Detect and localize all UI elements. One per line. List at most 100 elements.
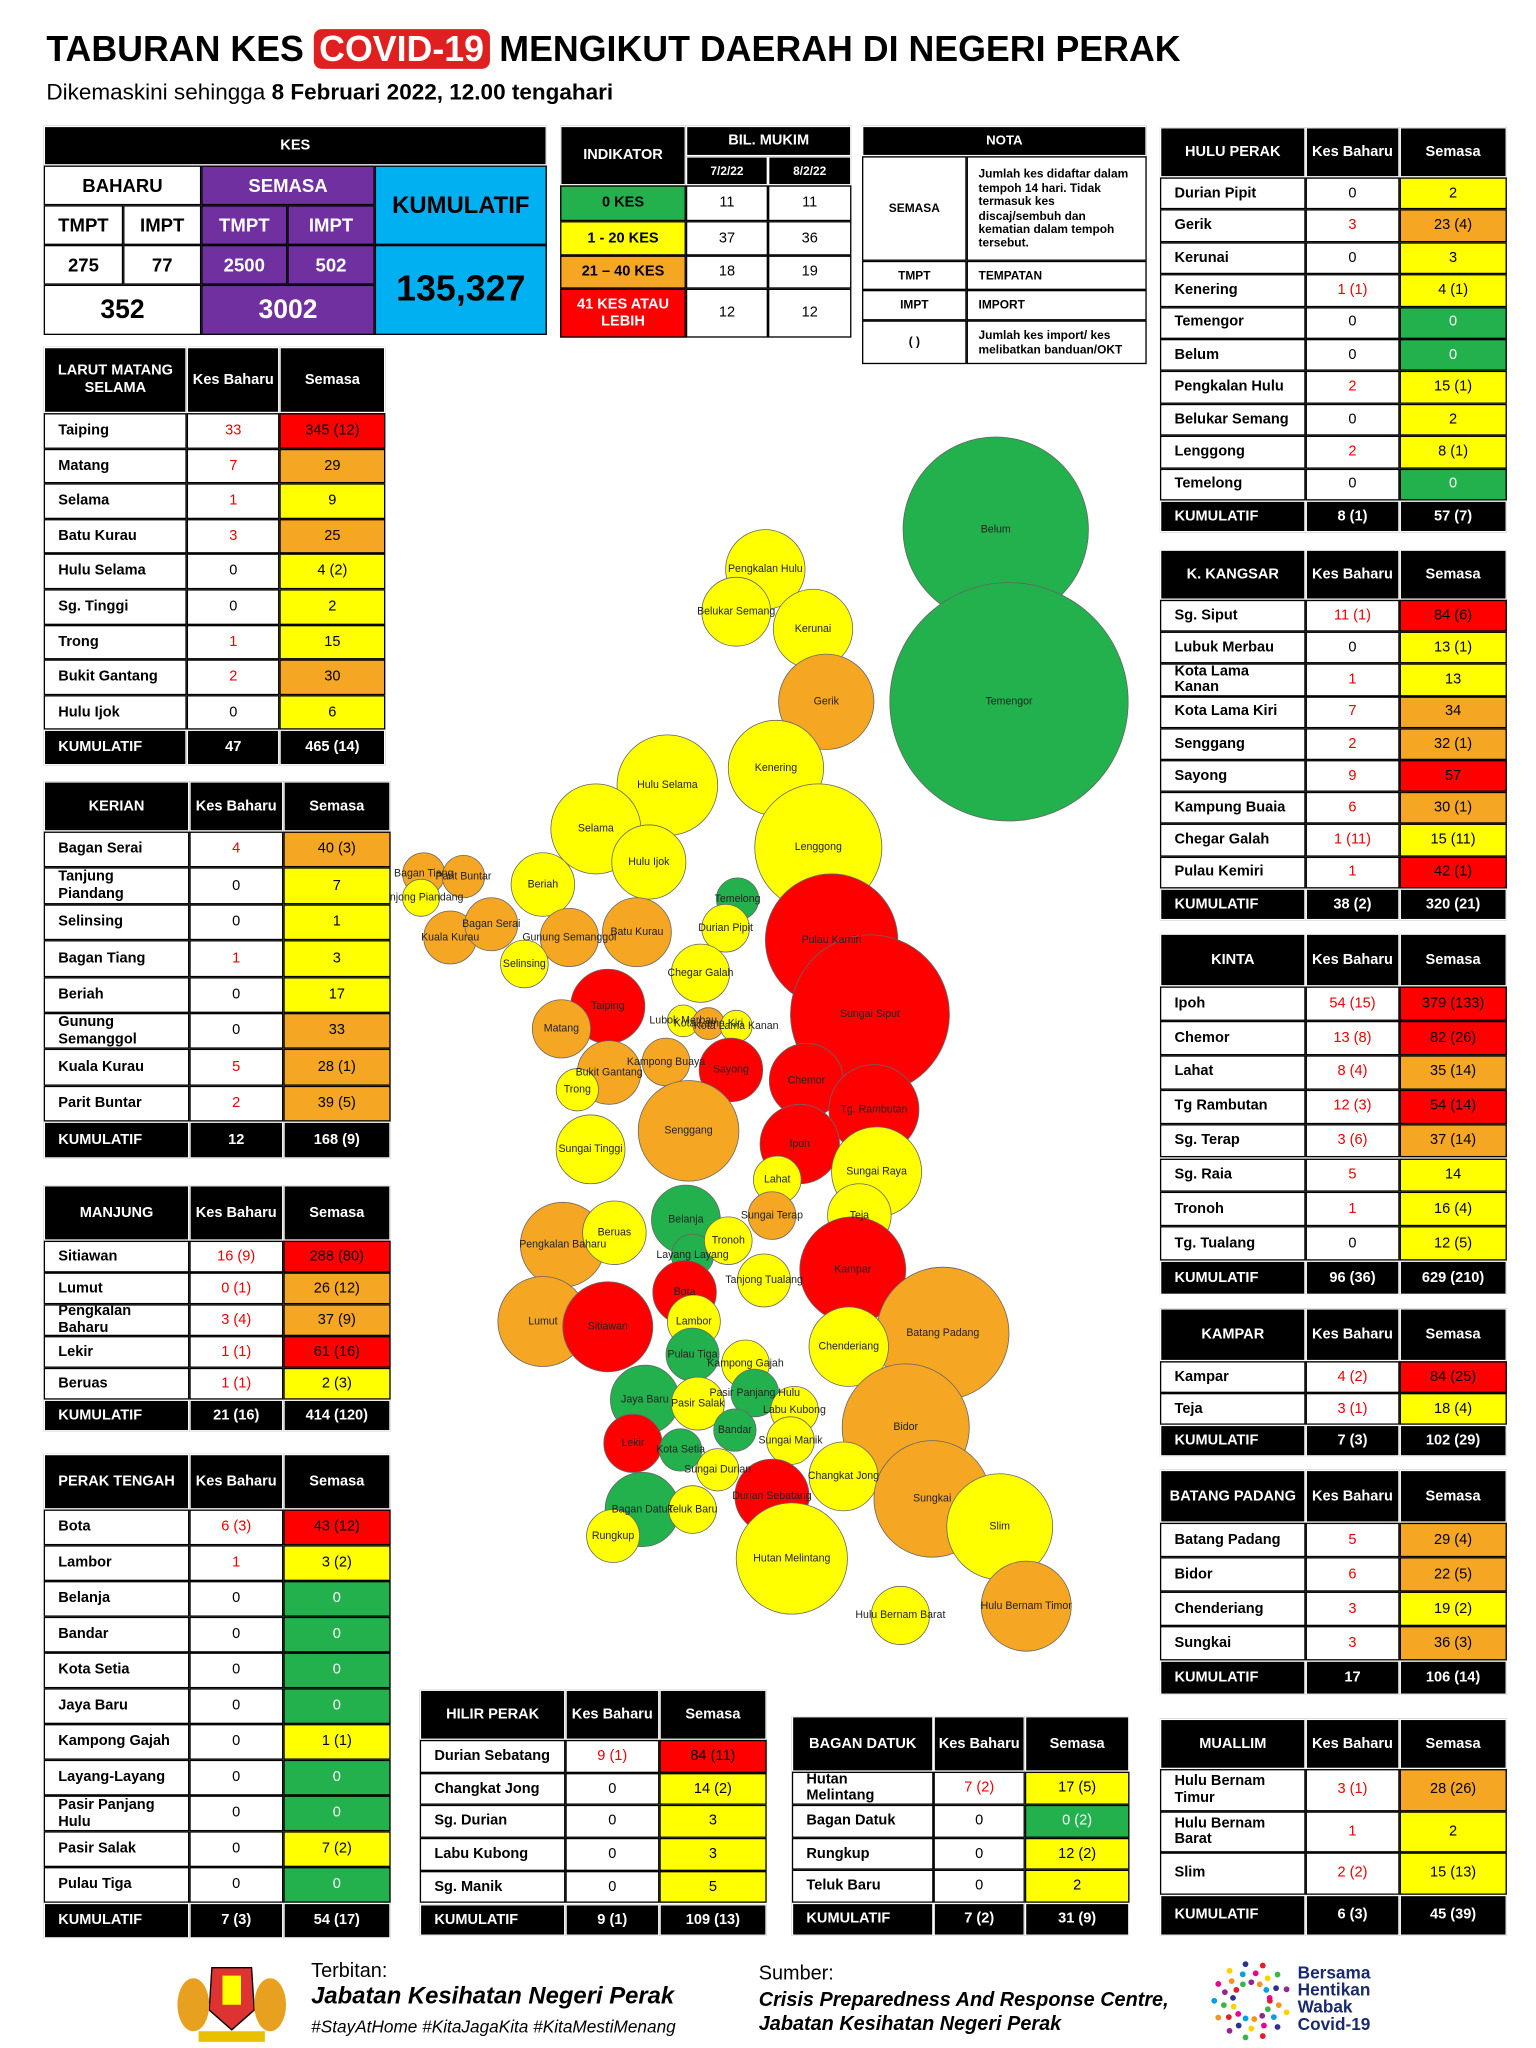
- new-cases: 3: [187, 518, 280, 555]
- active-cases: 23 (4): [1399, 209, 1507, 243]
- map-label: Chenderiang: [818, 1340, 879, 1352]
- logo-dot: [1259, 2012, 1266, 2019]
- district-name: Chegar Galah: [1159, 824, 1306, 857]
- active-cases: 7 (2): [283, 1831, 391, 1868]
- map-label: Hulu Bernam Timor: [981, 1600, 1073, 1612]
- map-label: Slim: [989, 1521, 1010, 1533]
- table-cell: 12: [768, 288, 852, 338]
- new-cases: 7 (2): [933, 1771, 1025, 1805]
- map-label: Labu Kubong: [763, 1404, 826, 1416]
- district-name: Taiping: [43, 413, 188, 449]
- active-cases: 0: [283, 1795, 391, 1832]
- active-cases: 84 (25): [1399, 1361, 1507, 1393]
- logo-dot: [1259, 2033, 1266, 2039]
- active-cases: 0: [283, 1688, 391, 1725]
- active-cases: 36 (3): [1399, 1626, 1507, 1661]
- new-cases: 1: [187, 624, 280, 660]
- map-label: Pasir Panjang Hulu: [709, 1387, 800, 1399]
- column-header: Kes Baharu: [933, 1716, 1025, 1772]
- district-name: Sg. Siput: [1159, 599, 1306, 632]
- map-region: [808, 1306, 889, 1387]
- district-name: Senggang: [1159, 728, 1306, 761]
- map-label: Beruas: [598, 1227, 632, 1239]
- total-label: KUMULATIF: [419, 1903, 566, 1937]
- map-region: [670, 1376, 725, 1431]
- new-cases: 0: [189, 1688, 284, 1725]
- map-region: [889, 582, 1129, 822]
- district-name: Belanja: [43, 1581, 190, 1617]
- district-name: Pengkalan Baharu: [43, 1304, 190, 1337]
- new-cases: 0: [933, 1870, 1025, 1904]
- table-title: KINTA: [1159, 933, 1306, 987]
- new-cases: 1: [1305, 1192, 1400, 1227]
- district-name: Durian Pipit: [1159, 177, 1306, 210]
- new-cases: 0: [189, 1616, 284, 1653]
- active-cases: 0: [283, 1581, 391, 1617]
- map-label: Layang Layang: [656, 1249, 728, 1261]
- map-label: Gunung Semanggol: [522, 931, 616, 943]
- total-new: 17: [1305, 1660, 1400, 1695]
- new-cases: 0: [565, 1805, 660, 1839]
- map-label: Belum: [981, 523, 1011, 535]
- map-region: [562, 1281, 654, 1373]
- table-cell: IMPT: [862, 289, 967, 321]
- new-cases: 2: [1305, 435, 1400, 469]
- total-active: 45 (39): [1399, 1894, 1507, 1936]
- new-cases: 0: [1305, 1226, 1400, 1261]
- map-label: Parit Buntar: [436, 870, 492, 882]
- map-label: Kota Lama Kanan: [694, 1020, 779, 1032]
- table-cell: NOTA: [862, 125, 1147, 157]
- map-region: [659, 1428, 703, 1472]
- new-cases: 0: [1305, 306, 1400, 339]
- column-header: Kes Baharu: [1305, 1308, 1400, 1362]
- table-title: K. KANGSAR: [1159, 549, 1306, 600]
- logo-dot: [1274, 2024, 1281, 2030]
- table-cell: IMPT: [287, 205, 375, 245]
- logo-dot: [1225, 2014, 1232, 2021]
- new-cases: 0: [565, 1870, 660, 1904]
- district-name: Kenering: [1159, 274, 1306, 307]
- district-name: Changkat Jong: [419, 1772, 566, 1806]
- map-label: Lahat: [764, 1174, 791, 1186]
- district-name: Sg. Manik: [419, 1870, 566, 1904]
- district-name: Batang Padang: [1159, 1522, 1306, 1558]
- logo-dot: [1220, 2002, 1227, 2009]
- district-name: Bukit Gantang: [43, 659, 188, 695]
- map-label: Lekir: [621, 1437, 644, 1449]
- map-label: Pulau Kamiri: [802, 934, 862, 946]
- table-title: MANJUNG: [43, 1185, 190, 1241]
- active-cases: 1: [283, 904, 391, 941]
- district-name: Gerik: [1159, 209, 1306, 243]
- active-cases: 0: [1399, 306, 1507, 339]
- district-name: Parit Buntar: [43, 1085, 190, 1122]
- active-cases: 30 (1): [1399, 792, 1507, 825]
- map-label: Batang Padang: [906, 1327, 979, 1339]
- active-cases: 3: [659, 1838, 767, 1871]
- active-cases: 15 (1): [1399, 371, 1507, 404]
- new-cases: 16 (9): [189, 1240, 284, 1273]
- logo-dot: [1252, 1970, 1259, 1977]
- column-header: Semasa: [283, 1453, 391, 1510]
- map-label: Sungai Durian: [684, 1464, 751, 1476]
- table-cell: 8/2/22: [768, 156, 852, 186]
- new-cases: 2: [189, 1085, 284, 1122]
- new-cases: 0 (1): [189, 1272, 284, 1305]
- column-header: Semasa: [1399, 1469, 1507, 1523]
- table-title: BATANG PADANG: [1159, 1469, 1306, 1523]
- active-cases: 84 (6): [1399, 599, 1507, 632]
- logo-dot: [1283, 1986, 1290, 1993]
- district-name: Matang: [43, 448, 188, 484]
- publisher: Jabatan Kesihatan Negeri Perak: [311, 1982, 675, 2009]
- total-active: 54 (17): [283, 1902, 391, 1939]
- campaign-line: Bersama: [1297, 1962, 1371, 1983]
- new-cases: 5: [1305, 1522, 1400, 1558]
- district-name: Bagan Datuk: [791, 1804, 934, 1838]
- new-cases: 0: [189, 1795, 284, 1832]
- map-region: [701, 576, 772, 647]
- district-name: Kampar: [1159, 1361, 1306, 1393]
- column-header: Semasa: [1399, 549, 1507, 600]
- map-label: Temelong: [715, 893, 761, 905]
- new-cases: 6 (3): [189, 1509, 284, 1546]
- new-cases: 2 (2): [1305, 1852, 1400, 1895]
